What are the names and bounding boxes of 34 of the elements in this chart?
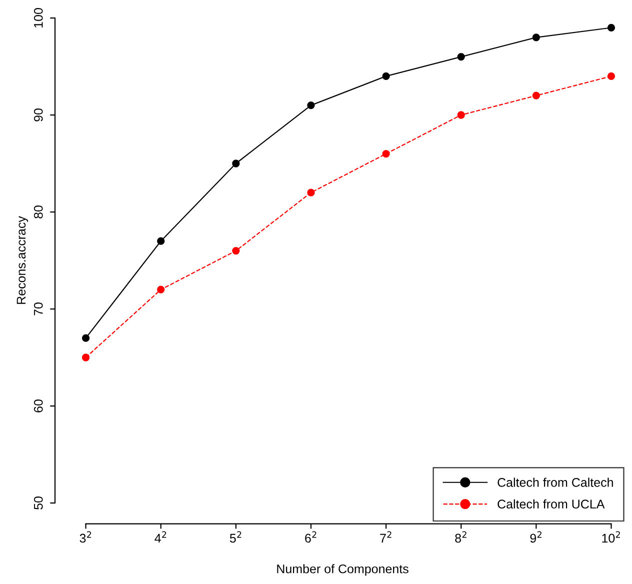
point [82,354,90,362]
point [157,286,165,294]
y-tick-label: 90 [34,108,43,122]
x-tick-label: 8$^{2}$ [455,531,466,543]
y-tick-label: 60 [34,400,43,412]
x-tick-label: 6$^{2}$ [305,531,316,543]
point [607,72,616,80]
point [382,150,390,158]
x-tick-label: 4$^{2}$ [154,531,166,543]
point [532,34,540,42]
y-tick-label: 100 [34,8,43,28]
point [232,160,240,168]
x-tick-label: 9$^{2}$ [530,531,542,543]
legend-label: Caltech from UCLA [498,499,605,509]
legend-label: Caltech from Caltech [498,478,613,487]
x-axis-title: Number of Components [277,564,408,576]
y-tick-label: 50 [34,496,43,510]
y-axis-title: Recons.accracy [16,216,28,304]
point [307,188,315,196]
point [157,237,165,245]
x-tick-label: 3$^{2}$ [80,531,92,543]
y-tick-label: 80 [34,206,43,218]
point [82,334,90,342]
y-tick-label: 70 [34,302,43,316]
point [382,72,390,80]
point [307,101,315,110]
point [457,52,465,61]
x-tick-label: 10$^{2}$ [602,531,620,543]
x-tick-label: 7$^{2}$ [380,531,392,543]
point [232,246,240,255]
point [457,111,465,119]
x-tick-label: 5$^{2}$ [230,531,242,543]
point [532,92,540,100]
point [607,24,616,32]
